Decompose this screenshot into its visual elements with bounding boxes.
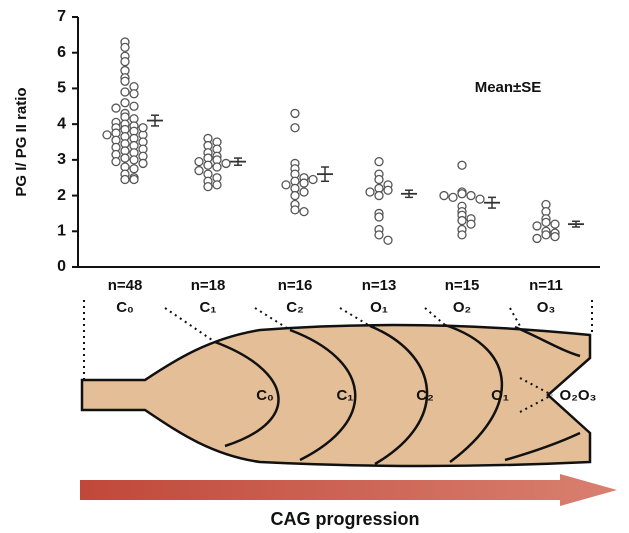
data-point xyxy=(457,189,467,199)
y-tick-label: 3 xyxy=(57,151,66,168)
data-point xyxy=(290,190,300,201)
category-label: n=18 xyxy=(191,277,226,294)
data-point xyxy=(532,233,542,244)
data-point xyxy=(308,174,318,185)
data-point xyxy=(138,123,148,133)
data-point xyxy=(102,130,112,140)
guide-lines xyxy=(83,300,593,413)
progression-arrow xyxy=(80,474,617,506)
diagram-label: O₁ xyxy=(491,387,509,404)
data-point xyxy=(466,190,476,201)
data-point xyxy=(129,164,139,174)
data-point xyxy=(111,103,121,113)
data-point xyxy=(129,89,139,99)
data-point xyxy=(120,174,130,185)
data-point xyxy=(374,230,384,240)
data-point xyxy=(550,219,560,229)
data-point xyxy=(374,174,384,185)
annotation: Mean±SE xyxy=(475,79,542,96)
data-point xyxy=(290,123,300,133)
dot-group xyxy=(194,133,231,192)
data-point xyxy=(194,165,204,176)
diagram-label: O₂O₃ xyxy=(560,387,597,404)
stomach-shape xyxy=(80,323,592,468)
data-point xyxy=(374,212,384,222)
data-point xyxy=(129,155,139,165)
stage-label: C₂ xyxy=(286,299,304,316)
data-point xyxy=(203,160,213,170)
stage-label: O₃ xyxy=(537,299,556,316)
y-tick-label: 1 xyxy=(57,223,66,240)
data-point xyxy=(374,156,384,167)
data-point xyxy=(194,156,204,167)
data-point xyxy=(475,194,485,204)
data-point xyxy=(532,221,542,231)
data-point xyxy=(281,180,291,190)
data-point xyxy=(290,108,300,119)
data-point xyxy=(212,180,222,190)
data-point xyxy=(457,215,467,226)
data-point xyxy=(120,76,130,86)
category-label: n=16 xyxy=(278,277,313,294)
dot-group xyxy=(365,156,393,245)
y-tick-label: 2 xyxy=(57,187,66,204)
data-point xyxy=(466,219,476,229)
diagram-label: C₀ xyxy=(256,387,274,404)
data-point xyxy=(541,217,551,228)
diagram-label: C₂ xyxy=(416,387,434,404)
y-tick-label: 7 xyxy=(57,8,66,25)
data-point xyxy=(111,156,121,167)
data-point xyxy=(448,192,458,203)
data-point xyxy=(541,230,551,240)
dot-group xyxy=(281,108,318,217)
data-point xyxy=(457,160,467,170)
data-point xyxy=(120,153,130,163)
data-point xyxy=(299,187,309,197)
data-point xyxy=(129,101,139,111)
data-point xyxy=(457,230,467,240)
category-label: n=48 xyxy=(108,277,143,294)
data-point xyxy=(212,162,222,172)
dot-group xyxy=(532,199,560,244)
arrow-label: CAG progression xyxy=(270,509,419,529)
stage-label: O₁ xyxy=(370,299,388,316)
data-point xyxy=(383,185,393,195)
category-label: n=11 xyxy=(529,277,563,294)
y-tick-label: 4 xyxy=(57,115,66,132)
data-point xyxy=(120,98,130,108)
data-point xyxy=(221,158,231,169)
data-point xyxy=(550,231,560,242)
data-point xyxy=(203,181,213,192)
y-tick-label: 5 xyxy=(57,80,66,97)
data-point xyxy=(120,42,130,53)
data-point xyxy=(365,187,375,197)
diagram-label: C₁ xyxy=(336,387,353,404)
data-point xyxy=(120,87,130,97)
chart: PG I/ PG II ratio Mean±SE 0 1 2 3 4 5 6 7 n=48 C₀… xyxy=(13,8,600,316)
y-axis-label: PG I/ PG II ratio xyxy=(13,87,30,196)
data-point xyxy=(439,190,449,201)
data-point xyxy=(290,205,300,215)
dot-group xyxy=(439,160,485,240)
dot-group xyxy=(102,37,148,185)
stage-label: C₁ xyxy=(199,299,216,316)
stage-label: O₂ xyxy=(453,299,471,316)
data-point xyxy=(138,158,148,169)
stage-label: C₀ xyxy=(116,299,134,316)
stomach-diagram: C₀ C₁ C₂ O₁ O₂O₃ CAG progression xyxy=(80,300,617,529)
data-point xyxy=(383,235,393,245)
data-point xyxy=(374,190,384,201)
category-label: n=15 xyxy=(445,277,480,294)
data-point xyxy=(299,206,309,217)
stage-boundaries xyxy=(214,323,581,466)
data-point xyxy=(129,174,139,185)
data-point xyxy=(120,56,130,67)
y-tick-label: 0 xyxy=(57,258,66,275)
data-point xyxy=(299,178,309,188)
y-tick-label: 6 xyxy=(57,44,66,61)
category-label: n=13 xyxy=(362,277,397,294)
